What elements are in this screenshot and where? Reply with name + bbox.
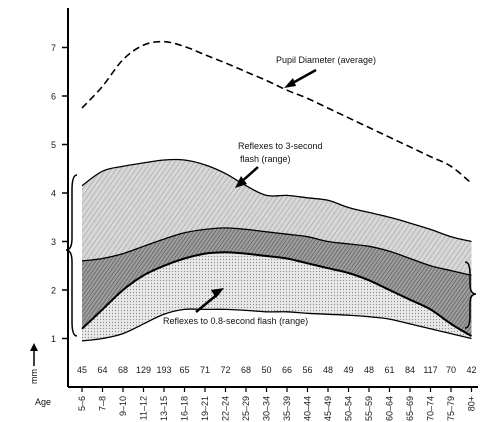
y-axis-title: mm [29,343,39,384]
sample-count: 50 [261,365,271,375]
x-tick-label: 80+ [467,396,477,411]
x-tick-label: 11–12 [139,396,149,420]
x-tick-label: 19–21 [200,396,210,421]
sample-count: 48 [323,365,333,375]
y-tick-label: 5 [51,140,56,150]
x-tick-label: 25–29 [241,396,251,421]
x-tick-label: 13–15 [159,396,169,421]
sample-count: 49 [343,365,353,375]
sample-count: 129 [136,365,151,375]
arrow-head-icon [284,78,296,88]
x-tick-label: 16–18 [180,396,190,421]
x-axis-label: Age [35,397,51,407]
arrow-head-icon [235,176,247,188]
left-brace-icon [65,174,78,337]
range-bands [82,159,472,341]
annotation-3-second-flash: Reflexes to 3-second flash (range) [238,141,325,164]
y-tick-label: 2 [51,286,56,296]
y-tick-label: 6 [51,92,56,102]
sample-count: 45 [77,365,87,375]
sample-count: 65 [179,365,189,375]
x-tick-label: 9–10 [118,396,128,416]
pupil-diameter-line [81,40,473,184]
x-tick-label: 70–74 [426,396,436,421]
x-tick-label: 7–8 [98,396,108,411]
sample-count: 42 [466,365,476,375]
sample-counts: 45 64 68 129 193 65 71 72 68 50 66 56 48 49 48 61 84 117 7… [77,365,477,375]
sample-count: 84 [405,365,415,375]
x-tick-label: 22–24 [221,396,231,421]
y-axis-label: mm [29,369,39,384]
y-tick-label: 7 [51,43,56,53]
sample-count: 70 [446,365,456,375]
x-tick-label: 55–59 [364,396,374,421]
band-08s-upper-edge [81,227,472,277]
annotation-08-second-flash: Reflexes to 0.8-second flash (range) [163,316,308,326]
band-3s-lower-edge [81,251,473,337]
arrow-head-icon [211,288,224,298]
sample-count: 64 [97,365,107,375]
x-tick-label: 50–54 [344,396,354,421]
x-tick-label: 30–34 [262,396,272,421]
y-tick-label: 3 [51,237,56,247]
up-arrow-head-icon [30,343,38,351]
annotations: Pupil Diameter (average) Reflexes to 3-s… [163,55,376,326]
sample-count: 72 [220,365,230,375]
x-tick-label: 45–49 [323,396,333,421]
sample-count: 68 [118,365,128,375]
y-tick-label: 4 [51,189,56,199]
series-lines [81,40,473,342]
y-ticks: 1 2 3 4 5 6 7 [51,43,68,344]
x-tick-label: 65–69 [405,396,415,421]
sample-count: 117 [423,365,437,375]
sample-count: 61 [384,365,394,375]
right-brace-icon [464,261,477,329]
x-tick-label: 35–39 [282,396,292,421]
x-ticks: 5–6 7–8 9–10 11–12 13–15 16–18 19–21 22–24 25–29… [77,387,477,421]
sample-count: 66 [282,365,292,375]
sample-count: 71 [200,365,210,375]
band-08s-lower-edge [81,308,472,342]
x-tick-label: 5–6 [77,396,87,411]
sample-count: 68 [241,365,251,375]
y-tick-label: 1 [51,334,56,344]
band-3s-upper-edge [81,158,472,243]
annotation-pupil-diameter: Pupil Diameter (average) [276,55,376,65]
sample-count: 193 [156,365,171,375]
x-tick-label: 60–64 [385,396,395,421]
sample-count: 48 [364,365,374,375]
x-tick-label: 40–44 [303,396,313,421]
sample-count: 56 [302,365,312,375]
x-tick-label: 75–79 [446,396,456,421]
range-braces [65,174,477,337]
